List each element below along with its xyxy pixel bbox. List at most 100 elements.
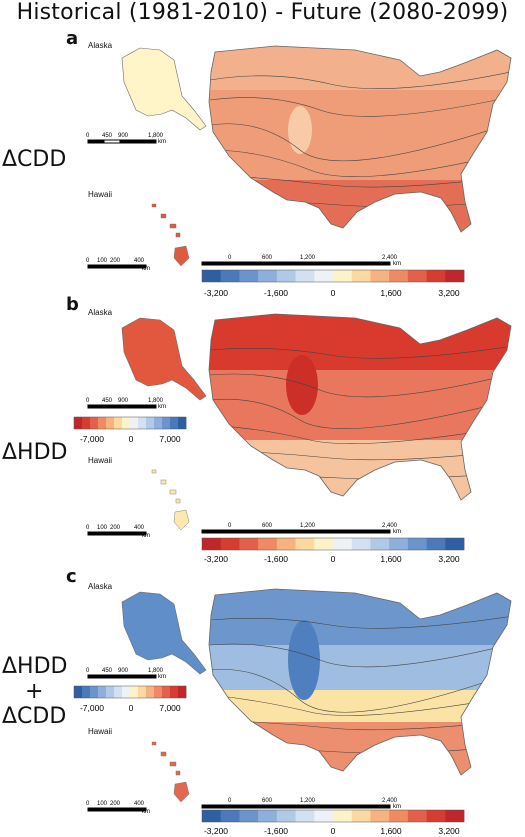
conus-scale-label-c-0: 0 xyxy=(228,798,232,804)
colorbar-c-swatch-8 xyxy=(351,810,371,822)
colorbar-c-tick-2: 0 xyxy=(331,826,336,836)
colorbar-a-swatch-7 xyxy=(333,270,353,282)
colorbar-a-swatch-11 xyxy=(407,270,427,282)
hawaii-island-b3 xyxy=(169,489,177,495)
conus-scale-label-a-0: 0 xyxy=(228,255,232,261)
conus-scale-label-b-3: 2,400 xyxy=(382,523,398,529)
alaska-scale-label-a-4: km xyxy=(158,139,166,145)
inset-colorbar-c-swatch-4 xyxy=(106,686,115,698)
colorbar-c-swatch-1 xyxy=(220,810,240,822)
inset-colorbar-b-swatch-7 xyxy=(130,417,139,429)
inset-colorbar-b-tick-1: 0 xyxy=(129,434,134,444)
conus-fill-mid-c xyxy=(209,690,511,722)
alaska-map-c xyxy=(121,591,207,675)
colorbar-b xyxy=(201,537,465,551)
hawaii-map-c xyxy=(151,741,190,803)
alaska-label-b: Alaska xyxy=(88,308,113,317)
hawaii-scale-bar-a xyxy=(87,264,147,269)
alaska-scale-bar-a-white xyxy=(103,139,121,144)
inset-colorbar-c-swatch-1 xyxy=(82,686,91,698)
colorbar-a-swatch-3 xyxy=(258,270,278,282)
inset-colorbar-b-swatch-6 xyxy=(122,417,131,429)
colorbar-c-tick-1: -1,600 xyxy=(264,826,288,836)
inset-colorbar-c-swatch-13 xyxy=(178,686,187,698)
inset-colorbar-b-tick-0: -7,000 xyxy=(80,434,104,444)
alaska-shape-b xyxy=(121,317,207,401)
alaska-scale-label-b-1: 450 xyxy=(102,398,113,404)
inset-colorbar-b-swatch-11 xyxy=(162,417,171,429)
hawaii-island-c3 xyxy=(169,761,177,767)
colorbar-a-tick-0: -3,200 xyxy=(204,288,228,298)
conus-highland-c xyxy=(288,620,320,700)
inset-colorbar-b-swatch-2 xyxy=(90,417,99,429)
colorbar-b-tick-0: -3,200 xyxy=(204,554,228,564)
hawaii-label-b: Hawaii xyxy=(88,456,113,465)
inset-colorbar-b-swatch-10 xyxy=(154,417,163,429)
conus-scale-bar-c xyxy=(201,804,391,809)
hawaii-island-b4 xyxy=(175,498,181,504)
colorbar-c-swatch-10 xyxy=(389,810,409,822)
inset-colorbar-c-swatch-0 xyxy=(74,686,83,698)
hawaii-scale-bar-b xyxy=(87,531,147,536)
colorbar-c-swatch-11 xyxy=(407,810,427,822)
inset-colorbar-c-swatch-7 xyxy=(130,686,139,698)
colorbar-c-frame xyxy=(201,809,465,823)
hawaii-island-b1 xyxy=(151,469,157,474)
conus-scale-label-b-4: km xyxy=(393,529,401,535)
colorbar-b-swatch-11 xyxy=(407,538,427,550)
alaska-scale-label-c-1: 450 xyxy=(102,668,113,674)
inset-colorbar-b-swatch-9 xyxy=(146,417,155,429)
contours-b xyxy=(209,344,511,480)
inset-colorbar-c xyxy=(73,685,187,699)
hawaii-scale-label-a-3: 400 xyxy=(134,258,145,264)
conus-fill-north-a xyxy=(209,46,511,90)
colorbar-a-swatch-9 xyxy=(370,270,390,282)
colorbar-a-swatch-2 xyxy=(239,270,259,282)
hawaii-scale-label-b-2: 200 xyxy=(110,525,121,531)
colorbar-c-tick-0: -3,200 xyxy=(204,826,228,836)
conus-scale-label-c-2: 1,200 xyxy=(300,798,316,804)
hawaii-island-a3 xyxy=(169,223,177,229)
colorbar-b-tick-3: 1,600 xyxy=(380,554,402,564)
conus-scale-label-a-4: km xyxy=(393,261,401,267)
inset-colorbar-c-swatch-9 xyxy=(146,686,155,698)
inset-colorbar-b-swatch-12 xyxy=(170,417,179,429)
colorbar-a-swatch-13 xyxy=(445,270,465,282)
hawaii-scale-label-c-1: 100 xyxy=(97,801,108,807)
inset-colorbar-b-swatch-5 xyxy=(114,417,123,429)
alaska-scale-label-b-4: km xyxy=(158,404,166,410)
inset-colorbar-c-swatch-8 xyxy=(138,686,147,698)
alaska-scale-label-a-0: 0 xyxy=(86,133,90,139)
colorbar-b-tick-2: 0 xyxy=(331,554,336,564)
colorbar-c-swatch-6 xyxy=(314,810,334,822)
conus-scale-label-b-0: 0 xyxy=(228,523,232,529)
colorbar-a-swatch-5 xyxy=(295,270,315,282)
colorbar-b-swatch-5 xyxy=(295,538,315,550)
inset-colorbar-b-tick-2: 7,000 xyxy=(159,434,181,444)
conus-highland-b xyxy=(286,355,318,415)
alaska-scale-bar-c xyxy=(87,674,157,679)
conus-map-b xyxy=(208,313,512,501)
inset-colorbar-c-swatch-6 xyxy=(122,686,131,698)
hawaii-scale-label-b-4: km xyxy=(142,533,150,539)
colorbar-c-swatch-0 xyxy=(202,810,222,822)
hawaii-scale-label-c-3: 400 xyxy=(134,801,145,807)
alaska-scale-label-c-2: 900 xyxy=(118,668,129,674)
inset-colorbar-b-frame xyxy=(73,416,187,430)
conus-scale-label-c-4: km xyxy=(393,804,401,810)
colorbar-c-swatch-12 xyxy=(426,810,446,822)
inset-colorbar-c-tick-2: 7,000 xyxy=(159,703,181,713)
alaska-scale-label-c-4: km xyxy=(158,674,166,680)
hawaii-scale-label-c-0: 0 xyxy=(86,801,90,807)
conus-scale-label-a-1: 600 xyxy=(262,255,273,261)
hawaii-scale-label-a-0: 0 xyxy=(86,258,90,264)
alaska-label-a: Alaska xyxy=(88,41,113,50)
alaska-map-a xyxy=(121,47,207,131)
hawaii-map-a xyxy=(151,203,190,267)
conus-highland-a xyxy=(288,106,312,154)
side-label-c-2: + xyxy=(25,679,44,704)
colorbar-b-tick-4: 3,200 xyxy=(438,554,460,564)
alaska-scale-label-b-0: 0 xyxy=(86,398,90,404)
conus-fill-south-b xyxy=(209,440,511,500)
